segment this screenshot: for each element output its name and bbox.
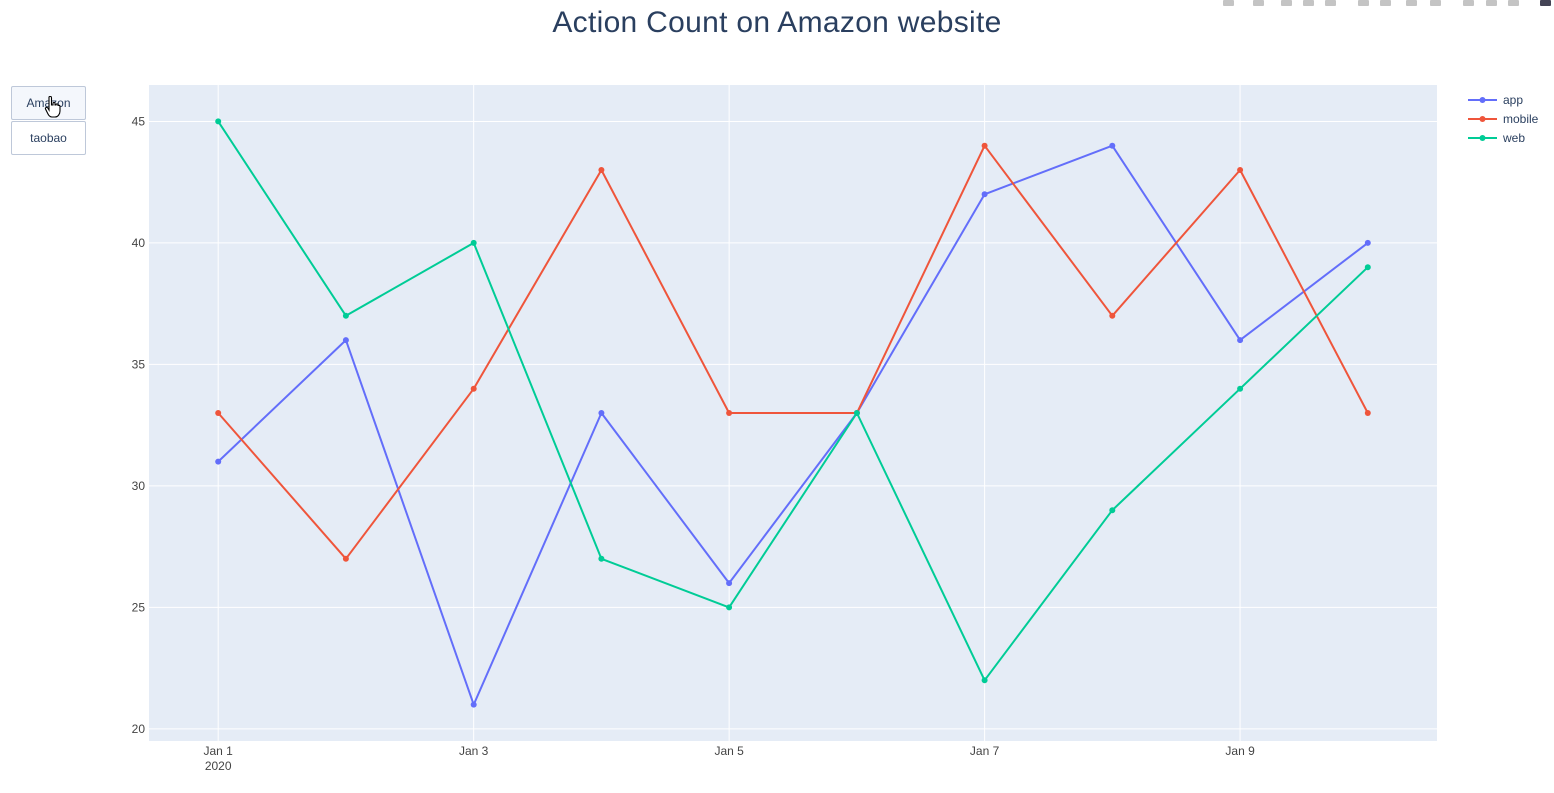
data-point-app[interactable] — [981, 191, 988, 198]
data-point-app[interactable] — [1109, 142, 1116, 149]
reset-axes-icon[interactable] — [1430, 0, 1441, 6]
zoom-out-icon[interactable] — [1380, 0, 1391, 6]
data-point-mobile[interactable] — [1237, 167, 1244, 173]
y-tick-label: 35 — [132, 357, 146, 371]
pan-icon[interactable] — [1281, 0, 1292, 6]
dataset-button-group: Amazon taobao — [11, 86, 86, 156]
hand-cursor-icon — [44, 96, 61, 118]
box-select-icon[interactable] — [1303, 0, 1314, 6]
data-point-mobile[interactable] — [1364, 410, 1371, 416]
y-tick-label: 30 — [132, 479, 146, 493]
data-point-web[interactable] — [1109, 507, 1116, 514]
y-tick-label: 45 — [132, 114, 146, 128]
data-point-web[interactable] — [470, 239, 477, 246]
legend-marker — [1479, 97, 1486, 103]
modebar[interactable] — [1214, 0, 1554, 8]
series-line-web — [217, 120, 1369, 682]
data-point-app[interactable] — [598, 410, 605, 416]
plotly-logo-icon[interactable] — [1540, 0, 1551, 6]
zoom-icon[interactable] — [1253, 0, 1264, 6]
data-point-web[interactable] — [342, 312, 349, 319]
lasso-icon[interactable] — [1325, 0, 1336, 6]
data-point-web[interactable] — [598, 555, 605, 562]
data-point-web[interactable] — [981, 677, 988, 684]
x-tick-label: Jan 9 — [1225, 744, 1255, 758]
y-axis: 20 25 30 35 40 45 — [132, 114, 146, 735]
data-point-app[interactable] — [726, 580, 733, 587]
legend-label: app — [1503, 93, 1523, 107]
data-point-web[interactable] — [1364, 264, 1371, 271]
data-point-app[interactable] — [215, 458, 222, 465]
hover-compare-icon[interactable] — [1508, 0, 1519, 6]
y-tick-label: 25 — [132, 600, 146, 614]
data-point-mobile[interactable] — [1109, 312, 1116, 319]
x-tick-label: Jan 5 — [714, 744, 744, 758]
hover-closest-icon[interactable] — [1486, 0, 1497, 6]
legend-item-app[interactable]: app — [1468, 93, 1523, 107]
x-tick-label: Jan 7 — [970, 744, 1000, 758]
legend-item-web[interactable]: web — [1468, 131, 1525, 145]
grid-lines — [149, 85, 1437, 741]
legend-label: web — [1502, 131, 1525, 145]
data-point-mobile[interactable] — [470, 385, 477, 392]
data-point-mobile[interactable] — [981, 142, 988, 149]
data-point-web[interactable] — [726, 604, 733, 611]
taobao-button[interactable]: taobao — [11, 121, 86, 155]
y-tick-label: 20 — [132, 722, 146, 736]
data-point-app[interactable] — [1237, 337, 1244, 344]
series-line-mobile — [217, 144, 1369, 560]
data-point-mobile[interactable] — [342, 555, 349, 562]
data-point-web[interactable] — [1237, 385, 1244, 392]
data-point-mobile[interactable] — [598, 167, 605, 173]
chart-title: Action Count on Amazon website — [552, 6, 1002, 39]
x-tick-sublabel: 2020 — [205, 759, 232, 773]
legend-marker — [1479, 135, 1486, 141]
legend-label: mobile — [1503, 112, 1539, 126]
legend-item-mobile[interactable]: mobile — [1468, 112, 1539, 126]
data-point-web[interactable] — [853, 410, 860, 416]
autoscale-icon[interactable] — [1406, 0, 1417, 6]
series-lines — [215, 118, 1371, 708]
x-tick-label: Jan 3 — [459, 744, 489, 758]
series-web — [215, 118, 1371, 684]
data-point-app[interactable] — [470, 701, 477, 708]
spike-lines-icon[interactable] — [1463, 0, 1474, 6]
x-tick-label: Jan 1 — [204, 744, 234, 758]
y-tick-label: 40 — [132, 236, 146, 250]
data-point-web[interactable] — [215, 118, 222, 125]
data-point-mobile[interactable] — [215, 410, 222, 416]
camera-icon[interactable] — [1223, 0, 1234, 6]
zoom-in-icon[interactable] — [1358, 0, 1369, 6]
legend-marker — [1479, 116, 1486, 122]
data-point-app[interactable] — [342, 337, 349, 344]
data-point-mobile[interactable] — [726, 410, 733, 416]
legend[interactable]: app mobile web — [1468, 93, 1539, 145]
data-point-app[interactable] — [1364, 239, 1371, 246]
